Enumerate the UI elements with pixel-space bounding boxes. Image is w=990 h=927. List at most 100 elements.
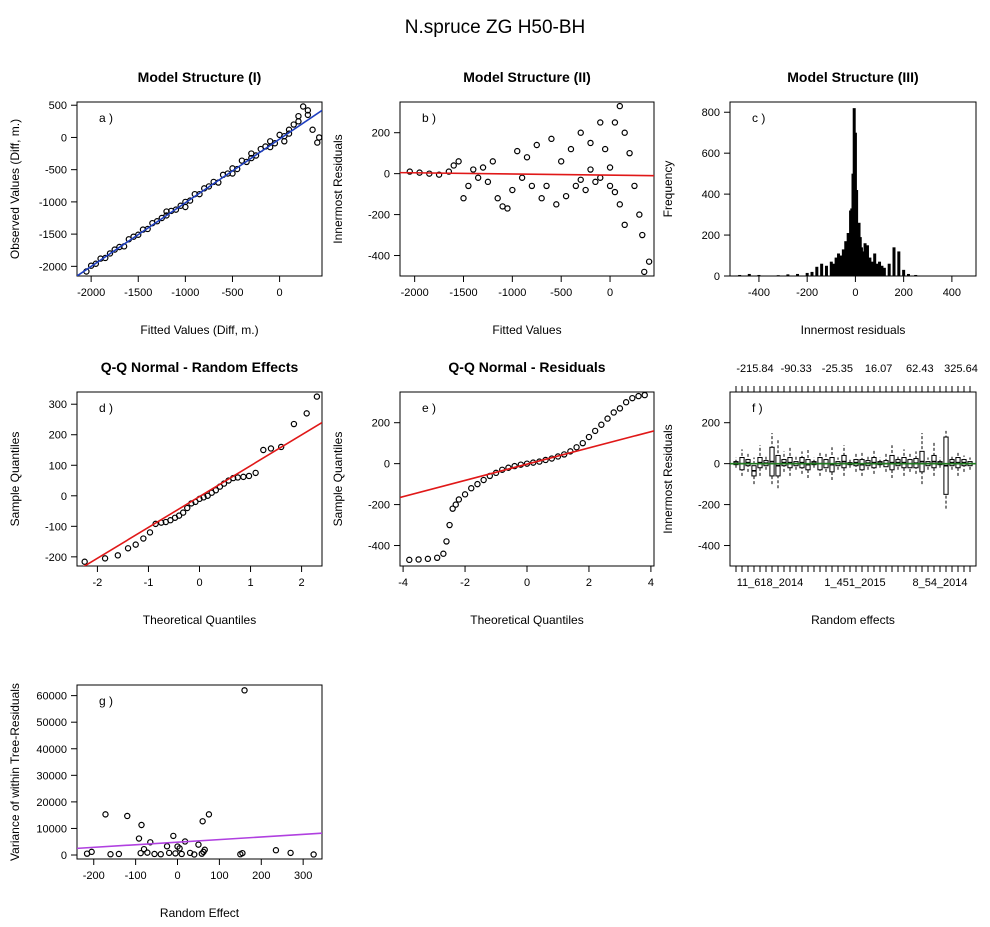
fit-line [77,109,322,276]
histogram-bar [834,257,838,276]
y-tick-label: -1000 [39,197,67,209]
data-point [606,182,614,190]
data-point [585,433,593,441]
histogram-bar [829,261,833,276]
histogram-bar [880,265,884,276]
data-point [204,492,211,499]
data-point [484,178,492,186]
data-point [597,174,604,181]
data-point [626,149,633,157]
y-tick-label: -1500 [39,229,67,241]
fit-line [400,430,654,499]
y-tick-label: 200 [49,430,67,442]
data-point [641,392,648,399]
data-point [621,129,628,136]
y-tick-label: 0 [61,132,67,144]
data-point [489,158,497,165]
data-point [310,851,317,858]
y-axis-label: Sample Quantiles [331,432,345,527]
y-tick-label: -2000 [39,261,67,273]
data-point [553,201,560,208]
histogram-bar [865,245,869,276]
x-tick-label: -1500 [449,287,477,299]
x-axis-label: Innermost residuals [801,323,906,337]
data-point [124,812,131,820]
data-point [295,112,302,120]
data-point [406,556,413,564]
data-point [315,134,322,141]
data-point [523,154,531,161]
data-point [629,394,636,402]
data-point [132,541,139,548]
plot-frame [76,391,323,567]
data-point [433,554,441,562]
data-point [245,472,253,480]
data-point [435,171,443,178]
panel-g: g ) Random Effect Variance of within Tree-… [8,683,323,920]
top-tick-label: -215.84 [736,363,773,375]
x-tick-label: -2 [93,577,103,589]
plot-area [400,392,654,564]
data-point [309,126,316,133]
panel-d: Q-Q Normal - Random Effects d ) Theoretica… [8,359,323,627]
histogram-bar [892,247,896,276]
y-tick-label: 10000 [36,823,67,835]
data-point [562,192,570,200]
data-point [455,496,463,503]
data-point [163,208,170,215]
y-axis-label: Sample Quantiles [8,432,22,527]
histogram-bar [810,271,814,276]
histogram-bar [815,266,819,276]
y-tick-label: 200 [372,418,390,430]
x-axis-label: Fitted Values [492,323,561,337]
x-tick-label: 0 [607,287,613,299]
data-point [518,174,526,181]
histogram-bar [820,263,824,276]
data-point [144,225,151,233]
panel-f: f ) Random effects Innermost Residuals -400… [661,363,978,627]
data-point [509,186,516,194]
data-point [163,843,171,850]
data-point [144,849,151,856]
panel-b: Model Structure (II) b ) Fitted Values Inne… [331,69,655,337]
histogram-bar [855,190,859,276]
histogram-bar [873,253,877,276]
histogram-bar [824,265,828,276]
data-point [533,141,540,149]
x-tick-label: -1500 [124,287,152,299]
data-point [281,138,288,145]
data-point [151,850,158,858]
plot-frame [399,101,655,277]
x-tick-label: -1 [144,577,154,589]
y-tick-label: -200 [698,500,720,512]
data-point [199,818,206,825]
x-tick-label: 0 [277,287,283,299]
x-tick-label: 0 [524,577,530,589]
data-point [170,832,177,840]
x-tick-label: -100 [125,870,147,882]
data-point [140,535,147,542]
data-point [172,850,179,857]
plot-area [400,102,654,276]
data-point [567,145,575,153]
y-tick-label: 400 [702,189,720,201]
data-point [577,176,584,183]
y-tick-label: 100 [49,460,67,472]
panel-title: Q-Q Normal - Random Effects [101,359,299,375]
y-axis-label: Innermost Residuals [331,134,345,243]
data-point [147,839,154,846]
y-tick-label: 30000 [36,770,67,782]
data-point [201,846,208,853]
histogram-bar [776,275,780,276]
x-axis-label: Random Effect [160,906,240,920]
x-tick-label: -1000 [498,287,526,299]
data-point [616,102,624,110]
panel-label: d ) [99,401,113,415]
top-tick-label: 325.64 [944,363,978,375]
data-point [557,158,565,165]
panel-title: Model Structure (II) [463,69,591,85]
panel-label: c ) [752,111,765,125]
histogram-bar [897,251,901,276]
data-point [577,129,584,136]
data-point [176,845,183,852]
